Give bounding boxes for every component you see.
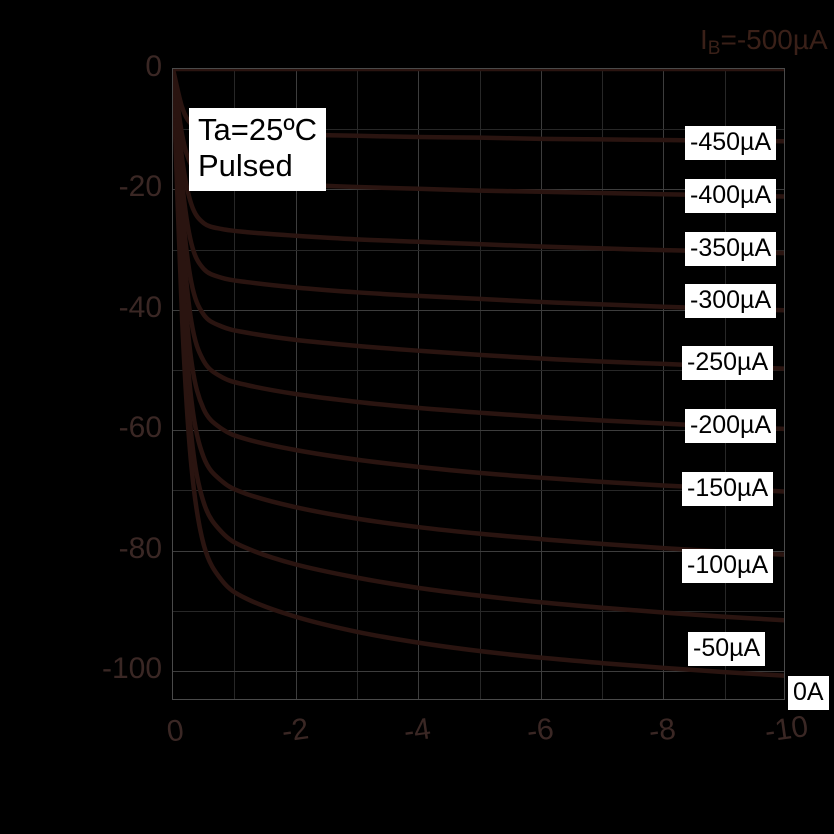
- y-axis-labels: 0 -20 -40 -60 -80 -100: [58, 0, 162, 834]
- x-tick-label: -2: [279, 712, 311, 749]
- y-tick-label: -100: [101, 651, 162, 685]
- vertical-gridline-minor: [602, 69, 604, 699]
- curve-250A: [173, 69, 784, 371]
- curve-label: -300µA: [685, 284, 777, 318]
- ib-title-subscript: B: [707, 38, 721, 59]
- x-tick-label: -4: [401, 712, 433, 749]
- horizontal-gridline: [173, 309, 784, 311]
- curve-label: -250µA: [682, 346, 774, 380]
- vertical-gridline: [540, 69, 542, 699]
- curve-label: -350µA: [685, 232, 777, 266]
- curve-200A: [173, 69, 784, 313]
- vertical-gridline-minor: [724, 69, 726, 699]
- curve-label: -50µA: [688, 632, 766, 666]
- ib-title-value: =-500µA: [720, 24, 828, 55]
- horizontal-gridline: [173, 670, 784, 672]
- horizontal-gridline-minor: [173, 369, 784, 371]
- y-tick-label: -40: [118, 290, 162, 324]
- curve-300A: [173, 69, 784, 432]
- vertical-gridline: [418, 69, 420, 699]
- curve-400A: [173, 69, 784, 557]
- ib-title: IB=-500µA: [700, 24, 828, 60]
- ib-title-prefix: I: [700, 24, 708, 55]
- curve-label: -100µA: [682, 549, 774, 583]
- x-tick-label: -6: [524, 712, 556, 749]
- curve-150A: [173, 69, 784, 256]
- curve-label: -450µA: [685, 126, 777, 160]
- vertical-gridline: [295, 69, 297, 699]
- curves-layer: [173, 69, 784, 678]
- vertical-gridline: [663, 69, 665, 699]
- curve-350A: [173, 69, 784, 494]
- curve-450A: [173, 69, 784, 623]
- horizontal-gridline-minor: [173, 490, 784, 492]
- curve-label: -200µA: [685, 409, 777, 443]
- horizontal-gridline-minor: [173, 249, 784, 251]
- vertical-gridline-minor: [479, 69, 481, 699]
- curve-label: -150µA: [682, 472, 774, 506]
- annotation-line-2: Pulsed: [198, 148, 293, 183]
- x-tick-label: -8: [647, 712, 679, 749]
- y-tick-label: -80: [118, 531, 162, 565]
- horizontal-gridline: [173, 430, 784, 432]
- curve-label: -400µA: [685, 179, 777, 213]
- horizontal-gridline: [173, 550, 784, 552]
- y-tick-label: -60: [118, 411, 162, 445]
- y-tick-label: -20: [118, 170, 162, 204]
- x-tick-label: -10: [762, 709, 810, 749]
- horizontal-gridline-minor: [173, 610, 784, 612]
- x-tick-label: 0: [164, 713, 186, 749]
- curve-label: 0A: [788, 676, 829, 710]
- y-tick-label: 0: [145, 50, 162, 83]
- vertical-gridline-minor: [356, 69, 358, 699]
- annotation-box: Ta=25ºC Pulsed: [189, 108, 327, 191]
- annotation-line-1: Ta=25ºC: [198, 112, 318, 147]
- horizontal-gridline-minor: [173, 129, 784, 131]
